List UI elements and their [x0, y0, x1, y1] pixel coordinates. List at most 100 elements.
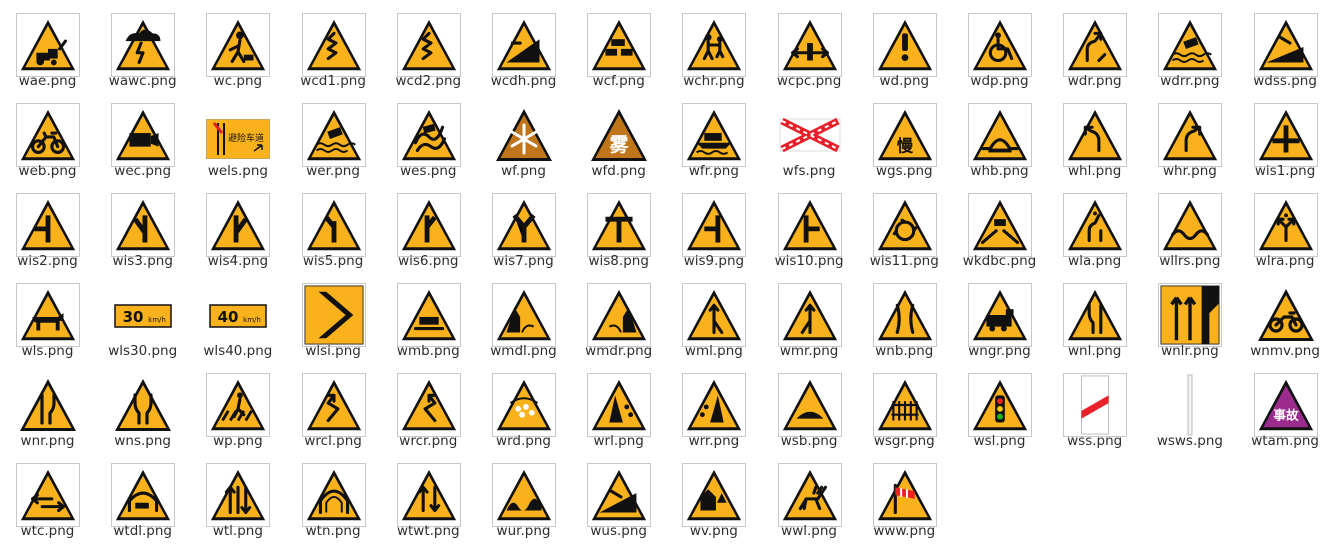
- file-item[interactable]: wis9.png: [666, 185, 761, 275]
- file-item[interactable]: wmdl.png: [476, 275, 571, 365]
- file-item[interactable]: wec.png: [95, 95, 190, 185]
- file-item[interactable]: wf.png: [476, 95, 571, 185]
- junction-sign-icon[interactable]: [301, 193, 366, 257]
- file-item[interactable]: wus.png: [571, 455, 666, 545]
- file-item[interactable]: wp.png: [190, 365, 285, 455]
- continuous-curves-sign-icon[interactable]: [301, 13, 366, 77]
- river-side-road-sign-icon[interactable]: [1158, 13, 1223, 77]
- narrow-bridge-sign-icon[interactable]: [872, 283, 937, 347]
- file-item[interactable]: wnr.png: [0, 365, 95, 455]
- file-item[interactable]: wml.png: [666, 275, 761, 365]
- file-item[interactable]: wsgr.png: [857, 365, 952, 455]
- falling-rocks-left-sign-icon[interactable]: [587, 373, 652, 437]
- file-item[interactable]: wns.png: [95, 365, 190, 455]
- file-item[interactable]: wd.png: [857, 5, 952, 95]
- file-item[interactable]: wnlr.png: [1142, 275, 1237, 365]
- file-item[interactable]: wis3.png: [95, 185, 190, 275]
- livestock-sign-icon[interactable]: [16, 283, 80, 347]
- file-item[interactable]: whb.png: [952, 95, 1047, 185]
- disabled-persons-sign-icon[interactable]: [968, 13, 1032, 77]
- file-item[interactable]: wlra.png: [1238, 185, 1326, 275]
- sharp-right-curve-sign-icon[interactable]: [1158, 103, 1223, 167]
- construction-sign-icon[interactable]: [206, 13, 271, 77]
- merge-right-sign-icon[interactable]: [777, 283, 842, 347]
- dangerous-slope-sign-icon[interactable]: [1253, 13, 1318, 77]
- file-item[interactable]: wtwt.png: [381, 455, 476, 545]
- mountain-left-sign-icon[interactable]: [492, 283, 556, 347]
- file-item[interactable]: wmb.png: [381, 275, 476, 365]
- file-item[interactable]: wcd2.png: [381, 5, 476, 95]
- file-item[interactable]: wis10.png: [762, 185, 857, 275]
- fog-sign-icon[interactable]: 雾: [587, 103, 651, 167]
- slippery-road-sign-icon[interactable]: [396, 103, 461, 167]
- file-item[interactable]: wmdr.png: [571, 275, 666, 365]
- two-way-traffic-sign-icon[interactable]: [16, 463, 80, 527]
- file-item[interactable]: 事故 wtam.png: [1238, 365, 1326, 455]
- file-item[interactable]: wnmv.png: [1238, 275, 1326, 365]
- white-post-icon[interactable]: [1158, 373, 1222, 437]
- hump-bridge-sign-icon[interactable]: [968, 103, 1032, 167]
- file-item[interactable]: wis6.png: [381, 185, 476, 275]
- file-item[interactable]: wsl.png: [952, 365, 1047, 455]
- file-item[interactable]: wkdbc.png: [952, 185, 1047, 275]
- reverse-curve-right-sign-icon[interactable]: [396, 373, 461, 437]
- two-way-lanes-sign-icon[interactable]: [206, 463, 271, 527]
- rockfall-sign-icon[interactable]: [492, 373, 556, 437]
- file-item[interactable]: wrr.png: [666, 365, 761, 455]
- tractor-warning-sign-icon[interactable]: [16, 13, 80, 77]
- side-road-right-sign-icon[interactable]: [777, 193, 842, 257]
- file-item[interactable]: wfr.png: [666, 95, 761, 185]
- file-item[interactable]: wchr.png: [666, 5, 761, 95]
- file-item[interactable]: wae.png: [0, 5, 95, 95]
- file-item[interactable]: wnl.png: [1047, 275, 1142, 365]
- file-item[interactable]: wss.png: [1047, 365, 1142, 455]
- ferry-sign-icon[interactable]: [682, 103, 747, 167]
- tunnel-car-sign-icon[interactable]: [396, 283, 461, 347]
- left-right-detour-sign-icon[interactable]: [1253, 193, 1318, 257]
- file-item[interactable]: wllrs.png: [1142, 185, 1237, 275]
- file-item[interactable]: wla.png: [1047, 185, 1142, 275]
- slow-down-sign-icon[interactable]: 慢: [872, 103, 937, 167]
- file-item[interactable]: wcf.png: [571, 5, 666, 95]
- speed-bump-sign-icon[interactable]: [777, 373, 842, 437]
- file-item[interactable]: wcpc.png: [762, 5, 857, 95]
- junction-sign-icon[interactable]: [16, 193, 80, 257]
- narrow-right-sign-icon[interactable]: [16, 373, 80, 437]
- two-way-traffic-sign-icon[interactable]: [396, 463, 461, 527]
- village-sign-icon[interactable]: [682, 463, 747, 527]
- file-item[interactable]: 40 km/h wls40.png: [190, 275, 285, 365]
- sharp-left-curve-sign-icon[interactable]: [1063, 103, 1128, 167]
- file-item[interactable]: wtl.png: [190, 455, 285, 545]
- crosswind-sign-icon[interactable]: [872, 463, 937, 527]
- downhill-sign-icon[interactable]: [492, 13, 556, 77]
- file-item[interactable]: wc.png: [190, 5, 285, 95]
- file-item[interactable]: wis2.png: [0, 185, 95, 275]
- uneven-road-sign-icon[interactable]: [1158, 193, 1223, 257]
- t-junction-sign-icon[interactable]: [587, 193, 652, 257]
- file-item[interactable]: whr.png: [1142, 95, 1237, 185]
- speed-40-plate-icon[interactable]: 40 km/h: [206, 283, 270, 347]
- keep-distance-sign-icon[interactable]: [968, 193, 1032, 257]
- file-item[interactable]: wcd1.png: [286, 5, 381, 95]
- lanes-sign-icon[interactable]: [1158, 283, 1223, 347]
- file-item[interactable]: whl.png: [1047, 95, 1142, 185]
- narrow-both-sign-icon[interactable]: [111, 373, 175, 437]
- file-item[interactable]: wes.png: [381, 95, 476, 185]
- file-item[interactable]: wlsi.png: [286, 275, 381, 365]
- file-item[interactable]: wawc.png: [95, 5, 190, 95]
- falling-rocks-right-sign-icon[interactable]: [682, 373, 747, 437]
- red-white-crossbar-icon[interactable]: [778, 103, 842, 167]
- icy-road-sign-icon[interactable]: [492, 103, 556, 167]
- tunnel-sign-icon[interactable]: [301, 463, 366, 527]
- emergency-lane-sign-icon[interactable]: 避险车道: [206, 119, 271, 159]
- side-road-left-sign-icon[interactable]: [682, 193, 747, 257]
- tunnel-lights-sign-icon[interactable]: [111, 463, 176, 527]
- file-item[interactable]: 30 km/h wls30.png: [95, 275, 190, 365]
- file-item[interactable]: wtn.png: [286, 455, 381, 545]
- file-item[interactable]: wis1.png: [1238, 95, 1326, 185]
- file-item[interactable]: wnb.png: [857, 275, 952, 365]
- danger-sign-icon[interactable]: [872, 13, 937, 77]
- file-item[interactable]: wsws.png: [1142, 365, 1237, 455]
- file-item[interactable]: web.png: [0, 95, 95, 185]
- crossroad-sign-icon[interactable]: [1253, 103, 1318, 167]
